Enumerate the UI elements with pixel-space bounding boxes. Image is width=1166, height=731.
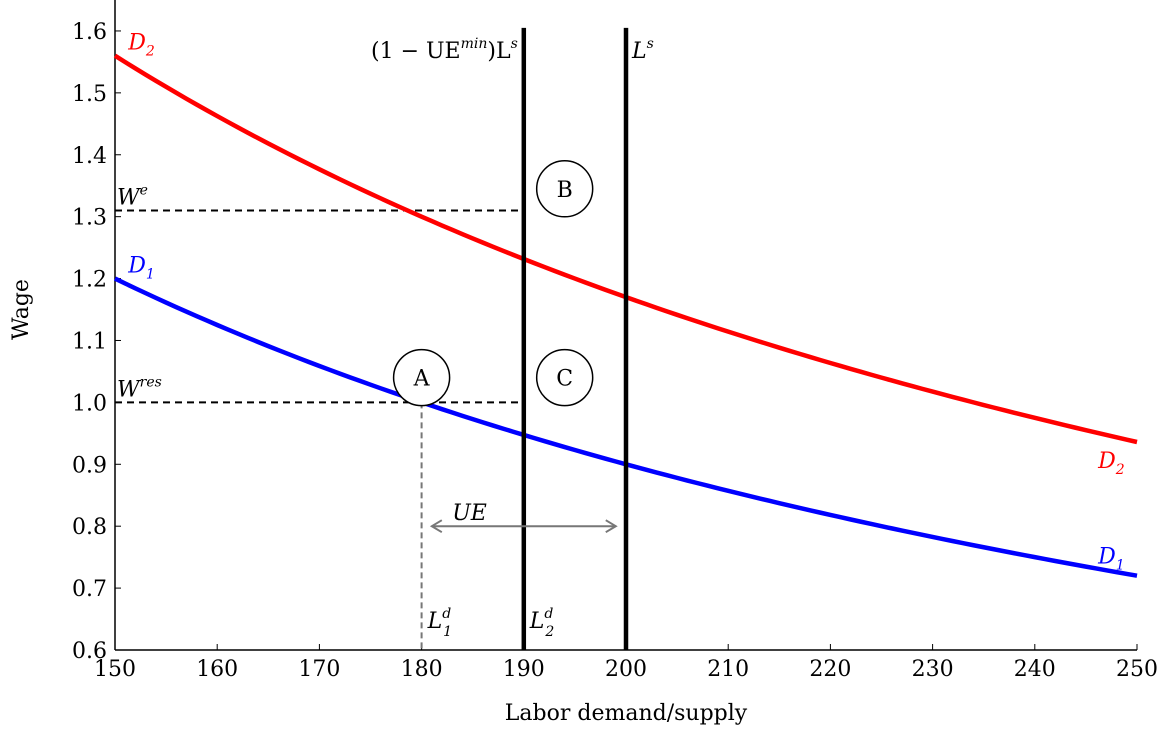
x-tick-label: 220 bbox=[809, 657, 851, 682]
y-axis-title: Wage bbox=[9, 279, 34, 340]
y-tick-label: 0.7 bbox=[72, 577, 107, 602]
marker-label-c: C bbox=[556, 367, 573, 392]
y-tick-label: 1.6 bbox=[72, 20, 107, 45]
ue-arrowhead-left bbox=[429, 519, 443, 534]
y-tick-label: 0.8 bbox=[72, 515, 107, 540]
marker-label-a: A bbox=[413, 367, 431, 392]
x-tick-label: 240 bbox=[1014, 657, 1056, 682]
d2-label-right: D2 bbox=[1097, 449, 1125, 478]
marker-circle-b bbox=[535, 160, 594, 218]
x-axis-title: Labor demand/supply bbox=[505, 701, 748, 726]
x-tick-label: 160 bbox=[196, 657, 238, 682]
y-tick-label: 1.5 bbox=[72, 82, 107, 107]
y-tick-label: 1.1 bbox=[72, 329, 107, 354]
d2-label-left: D2 bbox=[127, 31, 155, 60]
y-tick-label: 0.6 bbox=[72, 639, 107, 664]
x-tick-label: 200 bbox=[605, 657, 647, 682]
supply-ls-label: Ls bbox=[631, 36, 654, 64]
ue-label: UE bbox=[452, 501, 487, 526]
x-tick-label: 170 bbox=[298, 657, 340, 682]
marker-circle-a bbox=[392, 348, 451, 407]
d1-label-right: D1 bbox=[1097, 545, 1125, 574]
ue-arrowhead-right bbox=[605, 519, 618, 534]
x-tick-label: 190 bbox=[503, 657, 545, 682]
marker-circle-c bbox=[535, 348, 594, 407]
x-tick-label: 180 bbox=[401, 657, 443, 682]
x-tick-label: 230 bbox=[912, 657, 954, 682]
wage-res-label: Wres bbox=[117, 374, 162, 402]
y-tick-label: 0.9 bbox=[72, 453, 107, 478]
y-tick-label: 1.0 bbox=[72, 391, 107, 416]
x-tick-label: 210 bbox=[707, 657, 749, 682]
plot-area: 150 160 170 180 190 200 210 220 230 240 250 0.6 0.7 0… bbox=[72, 0, 1158, 682]
x-tick-label: 150 bbox=[94, 657, 136, 682]
ld1-label: Ld 1 bbox=[427, 606, 453, 640]
ld2-label: Ld 2 bbox=[529, 606, 555, 640]
d1-label-left: D1 bbox=[127, 254, 155, 283]
wage-e-label: We bbox=[117, 182, 148, 210]
marker-label-b: B bbox=[557, 178, 573, 203]
y-tick-label: 1.2 bbox=[72, 268, 107, 293]
supply-min-label: (1 − UEmin)Ls bbox=[371, 36, 518, 64]
y-tick-label: 1.3 bbox=[72, 206, 107, 231]
x-tick-label: 250 bbox=[1116, 657, 1158, 682]
y-tick-label: 1.4 bbox=[72, 144, 107, 169]
